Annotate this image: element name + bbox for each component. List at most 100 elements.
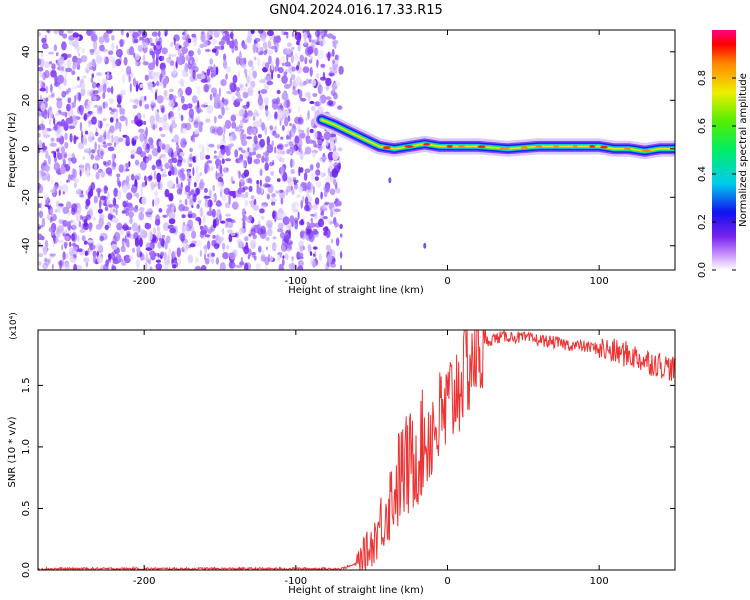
spectrogram-cell [277, 147, 282, 155]
spectrogram-cell [160, 77, 165, 88]
colorbar-tick-label: 0.2 [697, 214, 708, 230]
spectrogram-cell [53, 44, 58, 52]
spectrogram-cell [253, 135, 258, 145]
spectrogram-cell [234, 38, 238, 49]
spectrogram-cell [133, 98, 140, 104]
spectrogram-cell [97, 188, 101, 198]
spectrogram-cell [265, 246, 268, 251]
spectrogram-cell [274, 125, 277, 130]
spectrogram-cell [132, 104, 137, 109]
spectrogram-cell [162, 214, 168, 218]
spectrogram-cell [309, 100, 315, 105]
spectrogram-cell [327, 33, 334, 39]
spectrogram-cell [62, 33, 68, 39]
spectrogram-cell [99, 235, 104, 242]
spectrogram-cell [269, 161, 274, 167]
spectrogram-cell [267, 222, 273, 230]
spectrogram-cell [229, 252, 236, 260]
spectrogram-cell [323, 33, 328, 37]
spectrogram-cell [288, 229, 291, 239]
spectrogram-cell [304, 56, 308, 65]
spectrogram-cell [55, 148, 60, 152]
spectrogram-cell [280, 150, 286, 155]
spectrogram-cell [188, 117, 192, 123]
spectrogram-cell [226, 37, 231, 46]
spectrogram-cell [134, 178, 138, 189]
spectrogram-cell [207, 228, 213, 234]
spectrogram-cell [48, 202, 51, 206]
spectrogram-cell [227, 229, 233, 234]
spectrogram-cell [144, 135, 148, 144]
spectrogram-cell [193, 181, 197, 188]
spectrogram-cell [163, 222, 170, 232]
spectrogram-cell [112, 257, 118, 262]
spectrogram-cell [115, 253, 122, 264]
spectrogram-cell [191, 240, 197, 244]
spectrogram-cell [84, 250, 89, 257]
spectrogram-cell [297, 117, 304, 125]
spectrogram-cell [252, 70, 257, 79]
spectrogram-cell [56, 98, 63, 109]
spectrogram-cell [257, 134, 262, 138]
spectrogram-cell [264, 184, 272, 188]
spectrogram-cell [104, 131, 107, 140]
spectrogram-cell [281, 62, 285, 66]
spectrogram-cell [138, 237, 143, 248]
spectrogram-cell [113, 142, 117, 148]
spectrogram-cell [38, 153, 41, 157]
spectrogram-cell [206, 210, 214, 216]
spectrogram-cell [38, 184, 44, 194]
spectrogram-cell [141, 196, 147, 206]
spectrogram-cell [300, 231, 304, 239]
spectrogram-cell [148, 175, 153, 180]
spectrogram-cell [237, 187, 243, 195]
spectrogram-cell [132, 31, 139, 39]
spectrogram-cell [212, 128, 216, 134]
spectrogram-cell [154, 252, 159, 257]
spectrogram-cell [286, 34, 289, 39]
spectrogram-cell [163, 114, 168, 122]
spectrogram-cell [105, 259, 109, 267]
spectrogram-cell [75, 57, 82, 64]
spectrogram-cell [274, 111, 278, 119]
spectrogram-cell [250, 195, 255, 200]
spectrogram-cell [176, 161, 182, 167]
spectrogram-cell [225, 66, 232, 73]
spectrogram-cell [246, 35, 252, 44]
spectrogram-cell [211, 38, 218, 46]
spectrogram-cell [295, 76, 302, 86]
spectrogram-cell [250, 30, 255, 34]
spectrogram-cell [103, 56, 106, 63]
spectrogram-cell [224, 106, 230, 111]
spectrogram-cell [296, 194, 301, 198]
spectrogram-cell [320, 85, 323, 94]
spectrogram-cell [104, 206, 109, 212]
x-tick-label: -200 [133, 576, 156, 587]
spectrogram-cell [281, 92, 289, 101]
spectrogram-cell [123, 163, 127, 173]
spectrogram-cell [180, 128, 187, 134]
spectrogram-cell [264, 162, 270, 171]
spectrogram-cell [97, 119, 100, 128]
spectrogram-cell [297, 265, 304, 270]
spectrogram-cell [104, 56, 109, 65]
spectrogram-cell [280, 197, 284, 205]
spectrogram-cell [205, 118, 211, 123]
spectrogram-cell [218, 87, 221, 98]
spectrogram-cell [323, 189, 328, 198]
spectrogram-cell [335, 187, 341, 194]
spectrogram-cell [196, 73, 203, 80]
spectrogram-cell [261, 249, 265, 256]
spectrogram-cell [133, 175, 140, 181]
spectrogram-cell [200, 78, 208, 83]
spectrogram-cell [304, 204, 310, 212]
spectrogram-cell [169, 93, 174, 100]
spectrogram-cell [199, 150, 205, 161]
spectrogram-cell [286, 47, 292, 55]
spectrogram-cell [299, 230, 307, 240]
spectrogram-cell [132, 247, 135, 253]
spectrogram-cell [87, 239, 94, 243]
spectrogram-cell [199, 181, 205, 188]
spectrogram-cell [290, 46, 295, 51]
spectrogram-cell [244, 211, 247, 215]
